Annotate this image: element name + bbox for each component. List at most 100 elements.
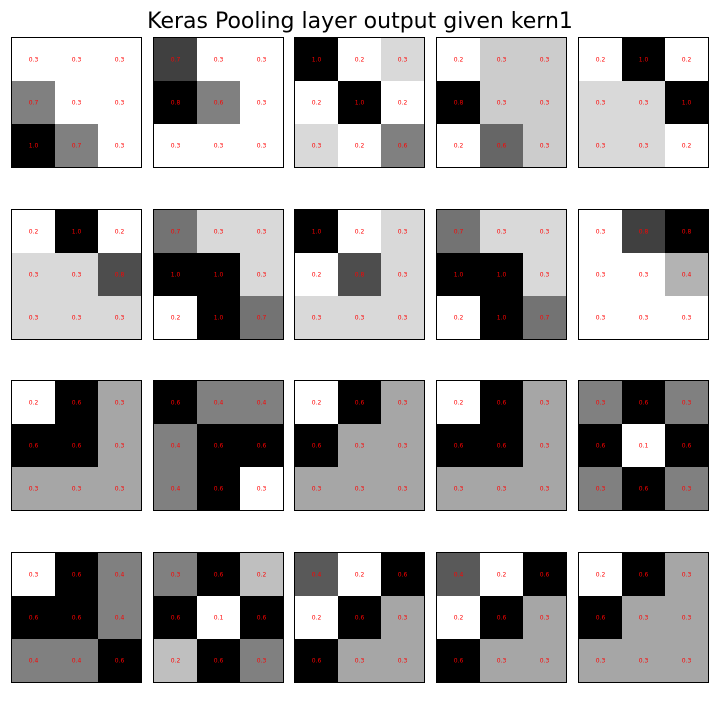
heatmap-cell (480, 38, 524, 82)
cell-value-label: 0.3 (257, 486, 267, 493)
cell-value-label: 0.4 (454, 572, 464, 579)
cell-value-label: 0.6 (214, 572, 224, 579)
heatmap-cell (12, 296, 56, 339)
cell-value-label: 1.0 (312, 229, 322, 236)
cell-value-label: 0.3 (115, 143, 125, 150)
heatmap-panel-svg: 0.2 0.3 0.3 0.8 0.3 0.3 0.2 0.6 0.3 (437, 38, 566, 167)
cell-value-label: 0.3 (398, 486, 408, 493)
heatmap-cell (295, 639, 339, 682)
heatmap-cell (381, 553, 424, 597)
cell-value-label: 0.6 (29, 443, 39, 450)
heatmap-panel-svg: 0.7 0.3 0.3 1.0 1.0 0.3 0.2 1.0 0.7 (154, 210, 283, 339)
heatmap-cell (197, 38, 241, 82)
heatmap-panel-svg: 0.3 0.6 0.3 0.6 0.1 0.6 0.3 0.6 0.3 (579, 381, 708, 510)
heatmap-cell (240, 467, 283, 510)
cell-value-label: 0.3 (596, 315, 606, 322)
heatmap-cell (480, 210, 524, 254)
cell-value-label: 0.4 (257, 400, 267, 407)
heatmap-cell (665, 553, 708, 597)
heatmap-cell (55, 467, 99, 510)
cell-value-label: 1.0 (312, 57, 322, 64)
cell-value-label: 0.3 (214, 143, 224, 150)
heatmap-cell (154, 596, 198, 640)
cell-value-label: 0.6 (257, 443, 267, 450)
cell-value-label: 0.3 (497, 100, 507, 107)
cell-value-label: 0.2 (355, 57, 365, 64)
heatmap-panel-svg: 0.6 0.4 0.4 0.4 0.6 0.6 0.4 0.6 0.3 (154, 381, 283, 510)
cell-value-label: 1.0 (355, 100, 365, 107)
cell-value-label: 0.4 (115, 615, 125, 622)
cell-value-label: 0.3 (540, 272, 550, 279)
cell-value-label: 0.7 (171, 57, 181, 64)
heatmap-cell (381, 124, 424, 167)
heatmap-cell (98, 467, 141, 510)
cell-value-label: 0.8 (639, 229, 649, 236)
cell-value-label: 0.6 (398, 143, 408, 150)
cell-value-label: 0.3 (540, 443, 550, 450)
heatmap-cell (295, 553, 339, 597)
heatmap-panel-svg: 0.7 0.3 0.3 0.8 0.6 0.3 0.3 0.3 0.3 (154, 38, 283, 167)
heatmap-cell (579, 81, 623, 125)
heatmap-cell (197, 253, 241, 297)
heatmap-cell (154, 296, 198, 339)
cell-value-label: 0.3 (682, 486, 692, 493)
heatmap-cell (98, 424, 141, 468)
heatmap-cell (523, 596, 566, 640)
heatmap-panel-svg: 0.2 0.6 0.3 0.6 0.3 0.3 0.3 0.3 0.3 (579, 553, 708, 682)
cell-value-label: 0.6 (29, 615, 39, 622)
cell-value-label: 1.0 (29, 143, 39, 150)
cell-value-label: 0.3 (596, 272, 606, 279)
heatmap-panel-16: 0.3 0.6 0.4 0.6 0.6 0.4 0.4 0.4 0.6 (11, 552, 142, 683)
cell-value-label: 0.4 (171, 443, 181, 450)
heatmap-cell (579, 124, 623, 167)
heatmap-cell (197, 124, 241, 167)
cell-value-label: 0.2 (355, 572, 365, 579)
cell-value-label: 0.6 (214, 443, 224, 450)
cell-value-label: 0.2 (596, 57, 606, 64)
cell-value-label: 0.3 (29, 486, 39, 493)
heatmap-cell (240, 210, 283, 254)
cell-value-label: 0.3 (639, 272, 649, 279)
cell-value-label: 0.3 (682, 400, 692, 407)
heatmap-cell (98, 639, 141, 682)
heatmap-cell (622, 639, 666, 682)
heatmap-cell (154, 124, 198, 167)
heatmap-cell (665, 467, 708, 510)
cell-value-label: 0.6 (497, 615, 507, 622)
cell-value-label: 0.6 (312, 658, 322, 665)
heatmap-cell (338, 596, 382, 640)
heatmap-cell (665, 424, 708, 468)
cell-value-label: 0.3 (72, 486, 82, 493)
heatmap-cell (295, 381, 339, 425)
cell-value-label: 0.3 (355, 486, 365, 493)
heatmap-cell (381, 467, 424, 510)
heatmap-cell (622, 253, 666, 297)
cell-value-label: 0.3 (115, 400, 125, 407)
heatmap-panel-svg: 0.4 0.2 0.6 0.2 0.6 0.3 0.6 0.3 0.3 (295, 553, 424, 682)
cell-value-label: 0.8 (115, 272, 125, 279)
heatmap-cell (622, 38, 666, 82)
heatmap-cell (98, 296, 141, 339)
heatmap-cell (197, 381, 241, 425)
cell-value-label: 0.6 (214, 486, 224, 493)
heatmap-cell (480, 381, 524, 425)
cell-value-label: 0.6 (355, 615, 365, 622)
heatmap-cell (154, 639, 198, 682)
heatmap-cell (55, 124, 99, 167)
cell-value-label: 0.1 (639, 443, 649, 450)
heatmap-cell (154, 38, 198, 82)
heatmap-cell (437, 253, 481, 297)
cell-value-label: 0.3 (257, 229, 267, 236)
cell-value-label: 0.2 (171, 315, 181, 322)
heatmap-panel-4: 0.2 0.3 0.3 0.8 0.3 0.3 0.2 0.6 0.3 (436, 37, 567, 168)
heatmap-cell (579, 553, 623, 597)
heatmap-cell (665, 296, 708, 339)
heatmap-cell (523, 639, 566, 682)
heatmap-panel-svg: 0.2 0.6 0.3 0.6 0.6 0.3 0.3 0.3 0.3 (12, 381, 141, 510)
heatmap-cell (523, 467, 566, 510)
cell-value-label: 0.3 (115, 486, 125, 493)
heatmap-cell (665, 81, 708, 125)
heatmap-panel-svg: 0.2 0.6 0.3 0.6 0.6 0.3 0.3 0.3 0.3 (437, 381, 566, 510)
cell-value-label: 0.6 (540, 572, 550, 579)
cell-value-label: 0.6 (497, 443, 507, 450)
